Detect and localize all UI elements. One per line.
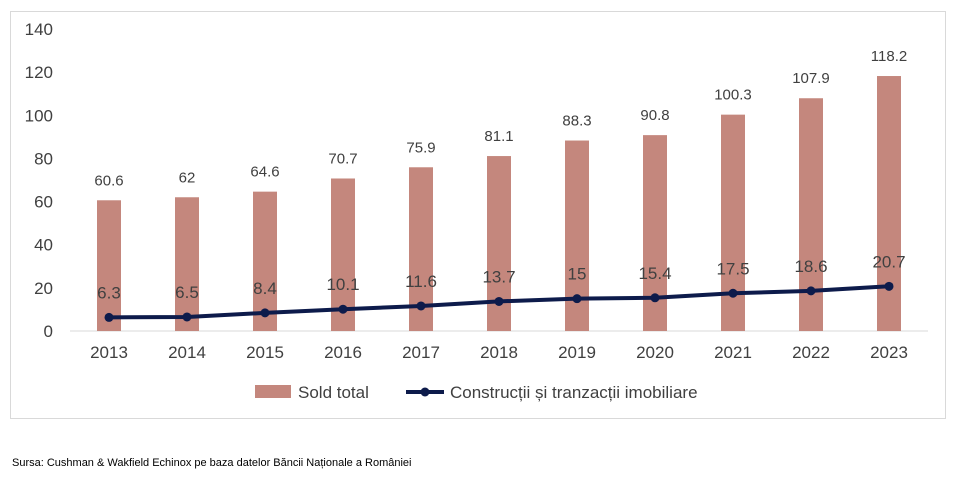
- line-data-label: 15: [568, 265, 587, 284]
- line-data-label: 11.6: [405, 272, 437, 291]
- line-point: [494, 296, 504, 306]
- bar-data-labels: 60.6 62 64.6 70.7 75.9 81.1 88.3 90.8 100.3 107.9…: [94, 48, 907, 189]
- y-tick-label: 100: [25, 106, 53, 125]
- legend-label-constructii: Construcții și tranzacții imobiliare: [450, 383, 698, 402]
- y-tick-label: 60: [34, 193, 53, 212]
- line-point: [572, 294, 582, 304]
- source-note: Sursa: Cushman & Wakfield Echinox pe baz…: [12, 457, 412, 469]
- bar-data-label: 81.1: [484, 128, 513, 145]
- chart-svg: 0 20 40 60 80 100 120 140 60.6 62 64.6 70.7 75.9 81.…: [25, 20, 928, 402]
- bar-data-label: 64.6: [250, 164, 279, 181]
- line-data-label: 17.5: [716, 259, 749, 278]
- legend-label-sold-total: Sold total: [298, 383, 369, 402]
- line-data-label: 15.4: [638, 264, 671, 283]
- line-data-labels: 6.3 6.5 8.4 10.1 11.6 13.7 15 15.4 17.5 18.6 20.7: [97, 252, 905, 302]
- y-tick-label: 40: [34, 236, 53, 255]
- y-tick-label: 140: [25, 20, 53, 39]
- line-point: [260, 308, 270, 318]
- line-data-label: 18.6: [794, 257, 827, 276]
- bar: [175, 197, 199, 331]
- y-tick-label: 20: [34, 279, 53, 298]
- x-tick-label: 2014: [168, 343, 206, 362]
- y-tick-label: 0: [44, 322, 53, 341]
- line-data-label: 13.7: [482, 267, 515, 286]
- x-tick-label: 2021: [714, 343, 752, 362]
- bar-data-label: 88.3: [562, 113, 591, 130]
- x-tick-label: 2017: [402, 343, 440, 362]
- bar-data-label: 100.3: [714, 87, 752, 104]
- bar-data-label: 75.9: [406, 139, 435, 156]
- line-point: [806, 286, 816, 296]
- bar: [799, 98, 823, 331]
- y-axis-ticks: 0 20 40 60 80 100 120 140: [25, 20, 53, 341]
- bar-data-label: 62: [179, 169, 196, 186]
- x-axis-ticks: 2013 2014 2015 2016 2017 2018 2019 2020 2021 2022…: [90, 343, 908, 362]
- x-tick-label: 2023: [870, 343, 908, 362]
- x-tick-label: 2019: [558, 343, 596, 362]
- line-data-label: 6.5: [175, 283, 199, 302]
- line-points: [104, 281, 894, 322]
- x-tick-label: 2020: [636, 343, 674, 362]
- x-tick-label: 2022: [792, 343, 830, 362]
- x-tick-label: 2016: [324, 343, 362, 362]
- bar: [97, 200, 121, 331]
- bar: [253, 191, 277, 331]
- bar-data-label: 118.2: [871, 48, 907, 65]
- bar-data-label: 60.6: [94, 172, 123, 189]
- x-tick-label: 2018: [480, 343, 518, 362]
- bar: [721, 114, 745, 331]
- legend-marker-constructii: [420, 387, 430, 397]
- y-tick-label: 120: [25, 63, 53, 82]
- line-data-label: 6.3: [97, 283, 121, 302]
- bar-data-label: 90.8: [640, 107, 669, 124]
- y-tick-label: 80: [34, 149, 53, 168]
- line-point: [728, 288, 738, 298]
- x-tick-label: 2013: [90, 343, 128, 362]
- line-data-label: 8.4: [253, 279, 277, 298]
- legend: Sold total Construcții și tranzacții imo…: [255, 383, 698, 402]
- line-point: [182, 312, 192, 322]
- line-point: [416, 301, 426, 311]
- bar: [877, 76, 901, 331]
- legend-swatch-sold-total: [255, 385, 291, 398]
- x-tick-label: 2015: [246, 343, 284, 362]
- line-point: [650, 293, 660, 303]
- bar-data-label: 107.9: [792, 70, 830, 87]
- line-point: [104, 312, 114, 322]
- chart-frame: 0 20 40 60 80 100 120 140 60.6 62 64.6 70.7 75.9 81.…: [10, 11, 946, 419]
- line-point: [338, 304, 348, 314]
- line-data-label: 10.1: [326, 275, 359, 294]
- line-point: [884, 281, 894, 291]
- line-data-label: 20.7: [872, 252, 905, 271]
- bar-data-label: 70.7: [328, 150, 357, 167]
